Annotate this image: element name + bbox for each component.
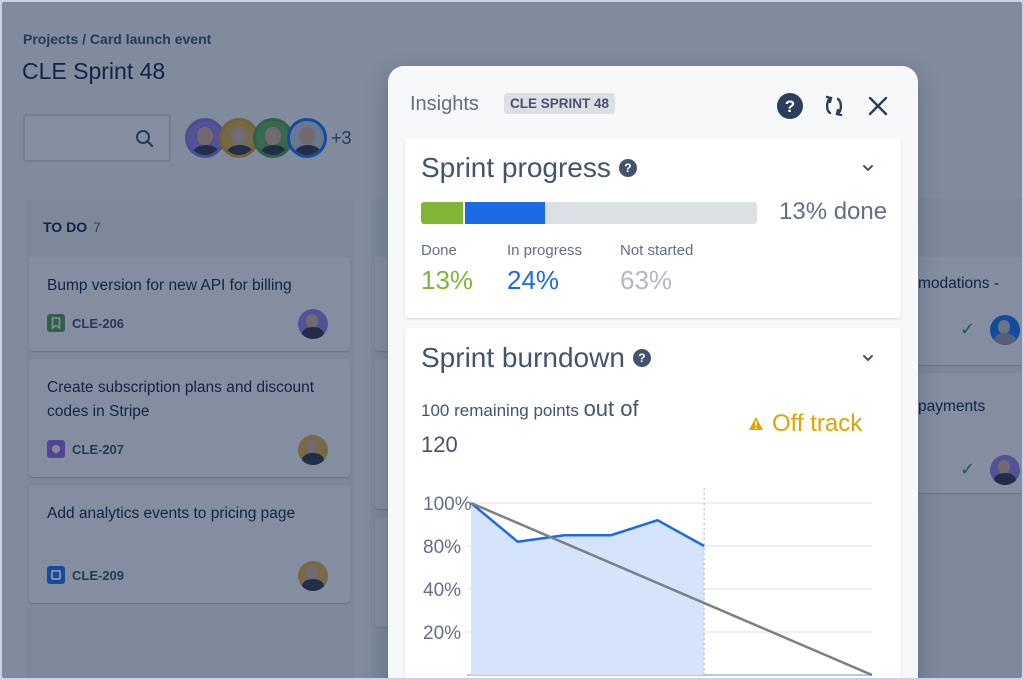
svg-text:80%: 80% <box>423 537 461 558</box>
help-icon[interactable]: ? <box>618 159 637 177</box>
off-track-status: Off track <box>748 410 862 438</box>
svg-text:40%: 40% <box>423 580 461 601</box>
help-icon: ? <box>777 93 803 119</box>
stat-value: 24% <box>507 265 560 295</box>
sprint-lozenge: CLE SPRINT 48 <box>504 93 616 114</box>
stat-in-progress: In progress 24% <box>507 242 583 295</box>
sprint-progress-title: Sprint progress <box>421 152 611 183</box>
refresh-button[interactable] <box>818 90 850 122</box>
sprint-progress-section: Sprint progress ? 13% done Done 13% In p… <box>405 138 901 318</box>
svg-text:100%: 100% <box>423 494 472 515</box>
stat-not-started: Not started 63% <box>620 242 694 295</box>
progress-bar <box>421 202 757 224</box>
progress-segment <box>421 202 465 224</box>
chevron-down-icon[interactable] <box>859 159 877 177</box>
burndown-chart: 100% 80% 40% 20% <box>423 488 873 677</box>
done-summary: 13% done <box>779 198 888 225</box>
svg-text:?: ? <box>785 97 795 116</box>
section-title: Sprint burndown ? <box>421 342 651 374</box>
progress-segment <box>464 202 546 224</box>
warning-icon <box>749 417 763 430</box>
svg-text:20%: 20% <box>423 623 461 644</box>
help-button[interactable]: ? <box>774 90 806 122</box>
chevron-down-icon[interactable] <box>859 349 877 367</box>
panel-title: Insights <box>410 93 479 115</box>
close-button[interactable] <box>862 90 894 122</box>
remaining-points: 100 remaining points out of 120 <box>421 396 639 457</box>
stat-value: 13% <box>421 265 474 295</box>
sprint-burndown-title: Sprint burndown <box>421 342 625 373</box>
insights-panel: Insights CLE SPRINT 48 ? Sprint pro <box>388 66 918 678</box>
sprint-burndown-section: Sprint burndown ? 100 remaining points o… <box>405 328 901 678</box>
section-title: Sprint progress ? <box>421 152 637 184</box>
stat-value: 63% <box>620 265 673 295</box>
stat-done: Done 13% <box>421 242 474 295</box>
help-icon[interactable]: ? <box>632 349 651 367</box>
close-icon <box>868 96 888 116</box>
refresh-icon <box>825 95 843 117</box>
